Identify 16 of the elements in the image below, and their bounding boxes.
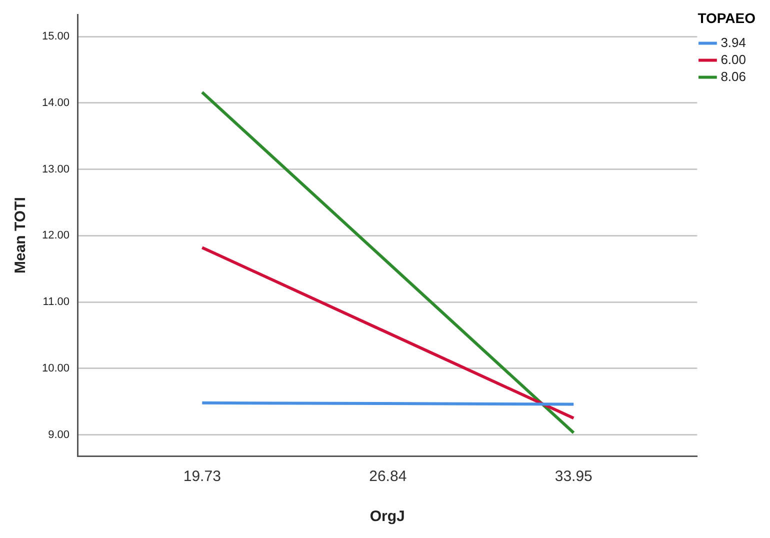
y-tick-label: 15.00 — [42, 30, 70, 43]
x-tick-label: 26.84 — [369, 468, 407, 486]
x-tick-label: 33.95 — [554, 468, 592, 486]
y-tick-label: 10.00 — [42, 362, 70, 374]
y-tick-label: 12.00 — [42, 230, 70, 242]
x-axis-title: OrgJ — [370, 508, 405, 526]
legend-label: 3.94 — [720, 34, 746, 50]
y-tick-label: 9.00 — [48, 428, 70, 441]
legend-label: 8.06 — [720, 68, 746, 84]
x-tick-label: 19.73 — [183, 468, 221, 486]
y-axis-title: Mean TOTI — [12, 197, 30, 274]
y-tick-label: 14.00 — [42, 96, 70, 109]
legend-label: 6.00 — [720, 52, 746, 67]
legend-title: TOPAEO — [698, 10, 756, 26]
y-tick-label: 11.00 — [42, 296, 70, 308]
y-tick-label: 13.00 — [42, 163, 70, 176]
